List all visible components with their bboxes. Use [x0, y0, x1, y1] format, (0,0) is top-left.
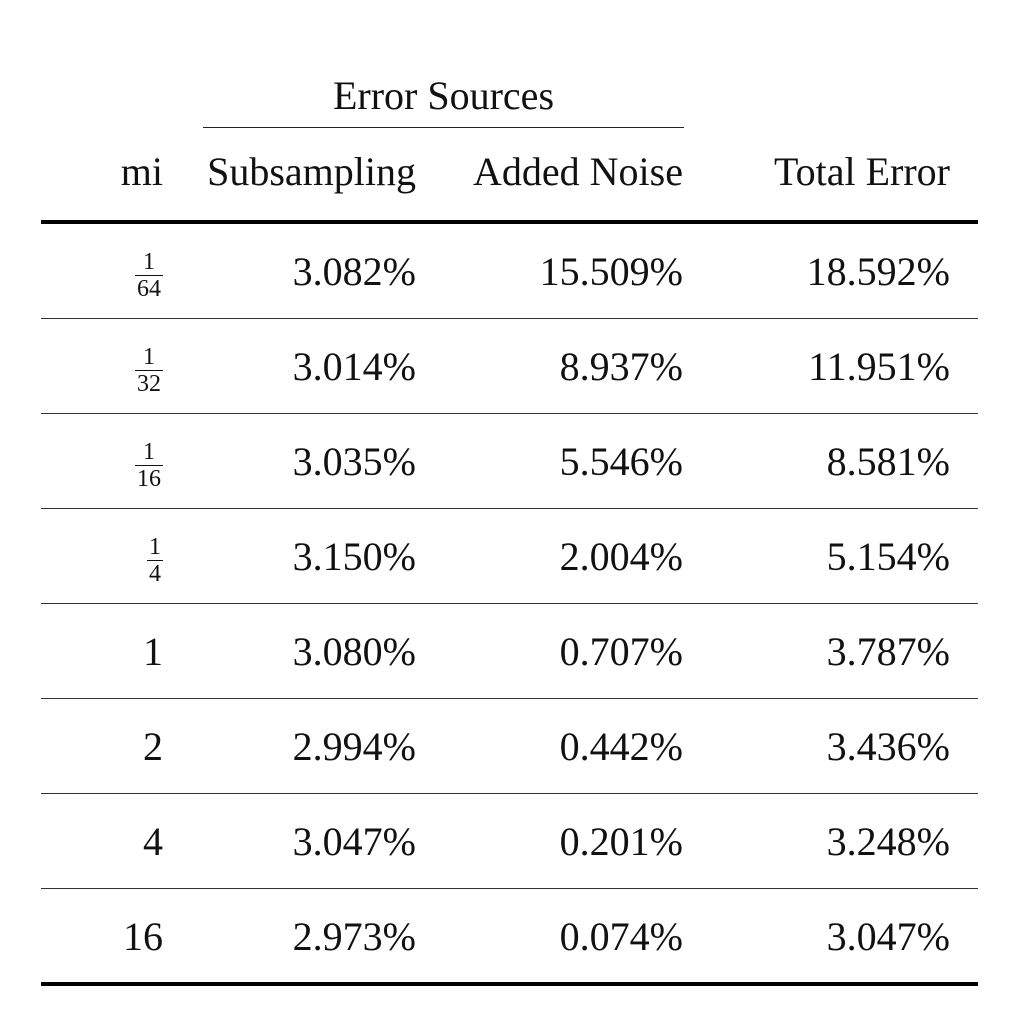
cell-subsampling: 3.035%	[292, 439, 416, 484]
cell-total-error: 3.047%	[826, 914, 950, 959]
column-header-total-error: Total Error	[773, 149, 950, 194]
table-row: 1 32 3.014% 8.937% 11.951%	[0, 319, 1020, 414]
cell-subsampling: 3.047%	[292, 819, 416, 864]
cell-added-noise: 8.937%	[559, 344, 683, 389]
cell-subsampling: 3.150%	[292, 534, 416, 579]
cell-subsampling: 2.973%	[292, 914, 416, 959]
cell-total-error: 3.436%	[826, 724, 950, 769]
table-row: 1 4 3.150% 2.004% 5.154%	[0, 509, 1020, 604]
row-divider	[41, 508, 978, 509]
bottom-rule	[41, 982, 978, 986]
row-divider	[41, 318, 978, 319]
cell-added-noise: 0.442%	[559, 724, 683, 769]
cell-mi: 16	[123, 914, 163, 959]
table-row: 1 16 3.035% 5.546% 8.581%	[0, 414, 1020, 509]
cell-total-error: 5.154%	[826, 534, 950, 579]
fraction-denominator: 16	[135, 465, 163, 493]
cell-added-noise: 0.707%	[559, 629, 683, 674]
cell-added-noise: 0.074%	[559, 914, 683, 959]
cell-total-error: 11.951%	[808, 344, 950, 389]
cell-mi: 2	[143, 724, 163, 769]
column-header-subsampling: Subsampling	[207, 149, 416, 194]
cell-mi: 1	[143, 629, 163, 674]
fraction: 1 32	[135, 344, 163, 397]
table-row: 2 2.994% 0.442% 3.436%	[0, 699, 1020, 794]
row-divider	[41, 413, 978, 414]
fraction-numerator: 1	[143, 344, 155, 371]
row-divider	[41, 603, 978, 604]
column-header-added-noise: Added Noise	[473, 149, 683, 194]
column-header-mi: mi	[120, 149, 163, 194]
fraction-denominator: 64	[135, 275, 163, 303]
fraction: 1 16	[135, 439, 163, 492]
row-divider	[41, 888, 978, 889]
cell-subsampling: 3.014%	[292, 344, 416, 389]
table-row: 4 3.047% 0.201% 3.248%	[0, 794, 1020, 889]
cell-added-noise: 0.201%	[559, 819, 683, 864]
fraction-numerator: 1	[143, 249, 155, 276]
cell-total-error: 3.248%	[826, 819, 950, 864]
table-row: 1 3.080% 0.707% 3.787%	[0, 604, 1020, 699]
cell-added-noise: 15.509%	[539, 249, 683, 294]
cell-subsampling: 3.080%	[292, 629, 416, 674]
fraction-denominator: 32	[135, 370, 163, 398]
group-header-error-sources: Error Sources	[332, 73, 555, 118]
group-header-rule	[203, 127, 684, 128]
fraction-numerator: 1	[143, 439, 155, 466]
fraction-denominator: 4	[147, 560, 163, 588]
cell-subsampling: 2.994%	[292, 724, 416, 769]
cell-mi: 1 64	[60, 224, 163, 319]
cell-mi: 1 32	[60, 319, 163, 414]
fraction: 1 64	[135, 249, 163, 302]
table-row: 16 2.973% 0.074% 3.047%	[0, 889, 1020, 984]
row-divider	[41, 698, 978, 699]
header-rule	[41, 220, 978, 224]
cell-total-error: 18.592%	[806, 249, 950, 294]
cell-total-error: 3.787%	[826, 629, 950, 674]
cell-mi: 4	[143, 819, 163, 864]
cell-added-noise: 2.004%	[559, 534, 683, 579]
cell-added-noise: 5.546%	[559, 439, 683, 484]
cell-subsampling: 3.082%	[292, 249, 416, 294]
table-row: 1 64 3.082% 15.509% 18.592%	[0, 224, 1020, 319]
cell-mi: 1 16	[60, 414, 163, 509]
row-divider	[41, 793, 978, 794]
fraction-numerator: 1	[149, 534, 161, 561]
cell-total-error: 8.581%	[826, 439, 950, 484]
